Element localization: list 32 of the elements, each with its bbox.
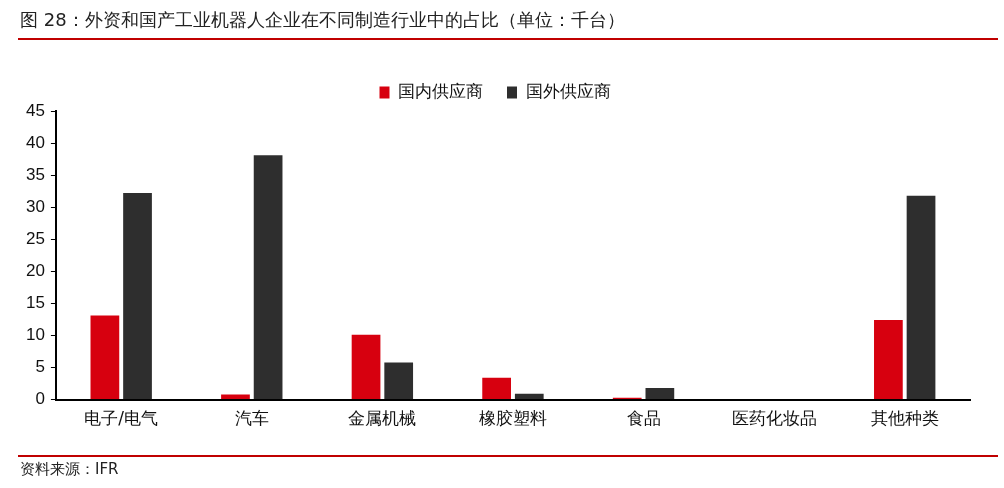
- y-tick-label: 35: [25, 164, 45, 184]
- y-tick-label: 0: [35, 389, 45, 409]
- y-tick-label: 40: [25, 132, 45, 152]
- bar: [384, 362, 414, 400]
- bar: [514, 393, 544, 400]
- y-tick-label: 10: [25, 325, 45, 345]
- bar: [906, 195, 936, 400]
- y-tick-label: 25: [25, 228, 45, 248]
- bar: [351, 334, 381, 400]
- x-tick-label: 电子/电气: [84, 408, 159, 429]
- legend-label: 国内供应商: [398, 80, 483, 101]
- bar: [123, 193, 152, 400]
- y-tick-label: 20: [25, 261, 45, 281]
- x-tick-label: 金属机械: [348, 408, 417, 429]
- bar: [90, 315, 120, 400]
- x-tick-label: 食品: [626, 408, 661, 429]
- bar: [645, 388, 675, 400]
- bar: [874, 320, 903, 400]
- chart-title: 图 28：外资和国产工业机器人企业在不同制造行业中的占比（单位：千台）: [20, 8, 625, 32]
- x-tick-label: 其他种类: [870, 408, 939, 429]
- bar: [253, 155, 283, 400]
- bar: [221, 394, 250, 400]
- y-tick-label: 5: [35, 357, 45, 377]
- y-tick-label: 30: [25, 196, 45, 216]
- bar: [482, 377, 511, 400]
- text: 资料来源：IFR: [20, 460, 119, 479]
- y-tick-label: 15: [25, 293, 45, 313]
- x-tick-label: 医药化妆品: [731, 408, 817, 429]
- y-tick-label: 45: [25, 100, 45, 120]
- x-tick-label: 汽车: [234, 408, 269, 429]
- x-tick-label: 橡胶塑料: [478, 408, 547, 429]
- legend-label: 国外供应商: [525, 80, 611, 101]
